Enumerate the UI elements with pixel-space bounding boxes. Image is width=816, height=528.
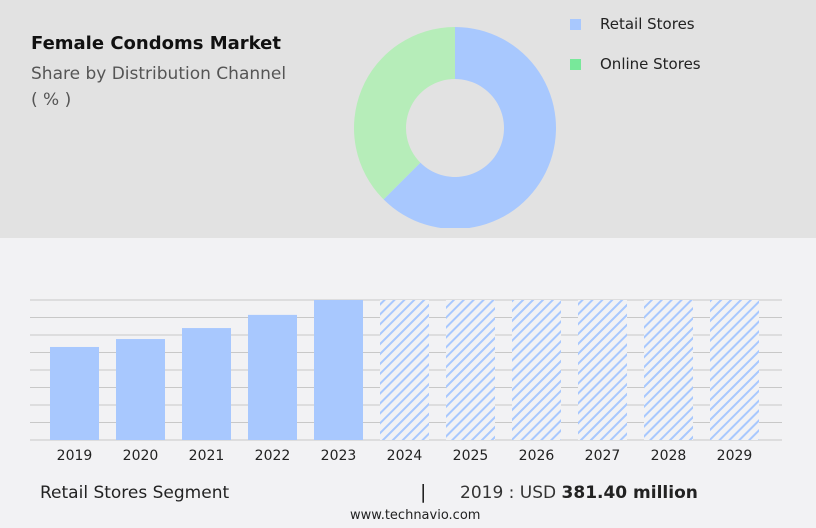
x-tick-label: 2024 (387, 448, 423, 464)
x-tick-label: 2019 (57, 448, 93, 464)
donut-slice-retail-stores (383, 27, 556, 228)
website-link[interactable]: www.technavio.com (350, 508, 481, 523)
bar-2022 (248, 314, 297, 440)
legend-swatch-online (570, 58, 581, 70)
forecast-bar-2026 (512, 300, 561, 440)
chart-title: Female Condoms Market (31, 33, 281, 54)
x-tick-label: 2021 (189, 448, 225, 464)
bar-2019 (50, 346, 99, 440)
legend-retail: Retail Stores (570, 15, 695, 33)
segment-value: 2019 : USD 381.40 million (460, 483, 698, 503)
value-text: 381.40 million (561, 483, 698, 503)
forecast-bar-2028 (644, 300, 693, 440)
x-tick-label: 2029 (717, 448, 753, 464)
x-tick-label: 2023 (321, 448, 357, 464)
separator: | (420, 481, 427, 503)
legend-online: Online Stores (570, 55, 701, 73)
x-tick-label: 2027 (585, 448, 621, 464)
x-tick-label: 2026 (519, 448, 555, 464)
legend-label: Retail Stores (600, 15, 695, 33)
segment-label: Retail Stores Segment (40, 483, 230, 503)
x-tick-label: 2020 (123, 448, 159, 464)
x-tick-label: 2022 (255, 448, 291, 464)
x-tick-label: 2025 (453, 448, 489, 464)
forecast-bar-2027 (578, 300, 627, 440)
legend-label: Online Stores (600, 55, 701, 73)
bar-2023 (314, 300, 363, 440)
donut-slice-online-stores (353, 27, 455, 200)
year-label: 2019 : USD (460, 483, 557, 503)
bar-2020 (116, 339, 165, 440)
bar-2021 (182, 328, 231, 440)
chart-unit: ( % ) (31, 90, 72, 110)
forecast-bar-2024 (380, 300, 429, 440)
x-tick-label: 2028 (651, 448, 687, 464)
forecast-bar-2029 (710, 300, 759, 440)
forecast-bar-2025 (446, 300, 495, 440)
legend-swatch-retail (570, 18, 581, 30)
chart-subtitle: Share by Distribution Channel (31, 64, 287, 84)
